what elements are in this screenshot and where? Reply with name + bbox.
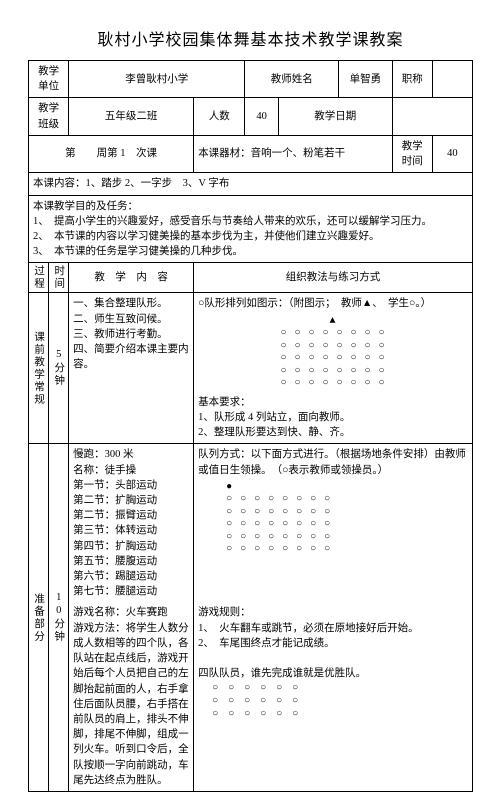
date-value — [392, 98, 472, 135]
table-row: 教学单位 李曾耿村小学 教师姓名 单智勇 职称 — [29, 61, 473, 98]
pre-method-line: ○队形排列如图示：（附图示； 教师▲、 学生○。） — [198, 296, 468, 311]
prep-method-line: 队列方式：以下面方式进行。（根据场地条件安排）由教师或值日生领操。 （○表示教师… — [198, 447, 468, 477]
formation-diagram: ▲ ○ ○ ○ ○ ○ ○ ○ ○ ○ ○ ○ ○ ○ ○ ○ ○ ○ ○ ○ … — [198, 316, 468, 391]
teacher-name-value: 单智勇 — [339, 61, 393, 98]
count-value: 40 — [245, 98, 278, 135]
game-title: 游戏名称：火车赛跑 — [73, 605, 189, 620]
table-row: 第 周第 1 次课 本课器材：音响一个、粉笔若干 教学时间 40 — [29, 135, 473, 172]
date-label: 教学日期 — [278, 98, 392, 135]
lesson-plan-table: 教学单位 李曾耿村小学 教师姓名 单智勇 职称 教学班级 五年级二班 人数 40… — [28, 60, 473, 792]
unit-label: 教学单位 — [29, 61, 69, 98]
prep-content: 慢跑：300 米 名称：徒手操 第一节：头部运动 第二节：扩胸运动 第二节：振臂… — [69, 444, 194, 603]
table-row: 课前教学常规 5分钟 一、集合整理队形。 二、师生互致问候。 三、教师进行考勤。… — [29, 293, 473, 444]
table-row: 本课教学目的及任务： 1、 提高小学生的兴趣爱好，感受音乐与节奏给人带来的欢乐，… — [29, 195, 473, 263]
prep-method-top: 队列方式：以下面方式进行。（根据场地条件安排）由教师或值日生领操。 （○表示教师… — [194, 444, 473, 603]
class-value: 五年级二班 — [69, 98, 194, 135]
unit-value: 李曾耿村小学 — [69, 61, 245, 98]
pre-label: 课前教学常规 — [29, 293, 49, 444]
pre-method: ○队形排列如图示：（附图示； 教师▲、 学生○。） ▲ ○ ○ ○ ○ ○ ○ … — [194, 293, 473, 444]
col-content: 教 学 内 容 — [69, 263, 194, 293]
table-row: 游戏名称：火车赛跑 游戏方法：将学生人数分成人数相等的四个队，各队站在起点线后，… — [29, 602, 473, 791]
position-label: 职称 — [392, 61, 432, 98]
table-row: 准备部分 10分钟 慢跑：300 米 名称：徒手操 第一节：头部运动 第二节：扩… — [29, 444, 473, 603]
prep-rules: 游戏规则： 1、 火车翻车或跳节，必须在原地接好后开始。 2、 车尾围终点才能记… — [194, 602, 473, 791]
course-content: 本课内容：1、踏步 2、一字步 3、V 字布 — [29, 173, 473, 195]
rules-text: 游戏规则： 1、 火车翻车或跳节，必须在原地接好后开始。 2、 车尾围终点才能记… — [198, 605, 468, 681]
week-value: 第 周第 1 次课 — [29, 135, 194, 172]
equip-value: 本课器材：音响一个、粉笔若干 — [194, 135, 393, 172]
time-label: 教学时间 — [392, 135, 432, 172]
team-diagram: ○ ○ ○ ○ ○ ○ ○ ○ ○ ○ ○ ○ ○ ○ ○ ○ ○ ○ — [198, 682, 468, 721]
count-label: 人数 — [194, 98, 245, 135]
time-value: 40 — [432, 135, 472, 172]
page-title: 耿村小学校园集体舞基本技术教学课教案 — [28, 26, 473, 50]
pre-req: 基本要求： 1、队形成 4 列站立，面向教师。 2、整理队形要达到快、静、齐。 — [198, 395, 468, 441]
class-label: 教学班级 — [29, 98, 69, 135]
prep-label: 准备部分 — [29, 444, 49, 792]
game-body: 游戏方法：将学生人数分成人数相等的四个队，各队站在起点线后，游戏开始后每个人员把… — [73, 621, 189, 788]
col-process: 过程 — [29, 263, 49, 293]
table-row: 教学班级 五年级二班 人数 40 教学日期 — [29, 98, 473, 135]
pre-content: 一、集合整理队形。 二、师生互致问候。 三、教师进行考勤。 四、简要介绍本课主要… — [69, 293, 194, 444]
position-value — [432, 61, 472, 98]
pre-time: 5分钟 — [49, 293, 69, 444]
formation-diagram-2: ● ○ ○ ○ ○ ○ ○ ○ ○ ○ ○ ○ ○ ○ ○ ○ ○ ○ ○ ○ … — [198, 482, 468, 557]
col-time: 时间 — [49, 263, 69, 293]
prep-game: 游戏名称：火车赛跑 游戏方法：将学生人数分成人数相等的四个队，各队站在起点线后，… — [69, 602, 194, 791]
objectives: 本课教学目的及任务： 1、 提高小学生的兴趣爱好，感受音乐与节奏给人带来的欢乐，… — [29, 195, 473, 263]
prep-time: 10分钟 — [49, 444, 69, 792]
col-method: 组织教法与练习方式 — [194, 263, 473, 293]
teacher-name-label: 教师姓名 — [245, 61, 339, 98]
table-row: 过程 时间 教 学 内 容 组织教法与练习方式 — [29, 263, 473, 293]
table-row: 本课内容：1、踏步 2、一字步 3、V 字布 — [29, 173, 473, 195]
